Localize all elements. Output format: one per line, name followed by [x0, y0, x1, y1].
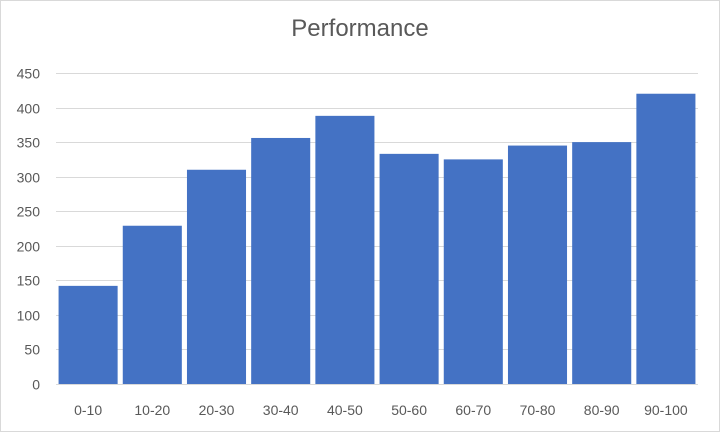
x-tick-label-50-60: 50-60 — [391, 402, 427, 418]
bar-10-20 — [122, 225, 182, 384]
x-tick-label-60-70: 60-70 — [455, 402, 491, 418]
x-tick-label-40-50: 40-50 — [327, 402, 363, 418]
bar-50-60 — [379, 153, 439, 384]
y-tick-label-350: 350 — [17, 135, 41, 151]
bar-80-90 — [572, 142, 632, 384]
y-tick-label-450: 450 — [17, 66, 41, 82]
bar-60-70 — [443, 159, 503, 384]
x-tick-label-70-80: 70-80 — [520, 402, 556, 418]
bar-40-50 — [315, 115, 375, 385]
y-tick-label-50: 50 — [24, 342, 40, 358]
y-tick-label-0: 0 — [32, 377, 40, 393]
bar-0-10 — [58, 285, 118, 384]
x-tick-label-20-30: 20-30 — [199, 402, 235, 418]
bar-30-40 — [251, 137, 311, 384]
chart-title: Performance — [291, 15, 429, 42]
y-tick-label-250: 250 — [17, 204, 41, 220]
y-tick-label-150: 150 — [17, 273, 41, 289]
x-tick-label-30-40: 30-40 — [263, 402, 299, 418]
y-tick-label-400: 400 — [17, 101, 41, 117]
y-tick-label-100: 100 — [17, 308, 41, 324]
x-tick-label-0-10: 0-10 — [74, 402, 102, 418]
y-tick-label-300: 300 — [17, 170, 41, 186]
bar-20-30 — [186, 169, 247, 384]
x-tick-label-80-90: 80-90 — [584, 402, 620, 418]
y-tick-label-200: 200 — [17, 239, 41, 255]
bar-90-100 — [636, 93, 696, 384]
bar-70-80 — [507, 145, 568, 384]
x-tick-label-10-20: 10-20 — [134, 402, 170, 418]
x-tick-label-90-100: 90-100 — [644, 402, 688, 418]
